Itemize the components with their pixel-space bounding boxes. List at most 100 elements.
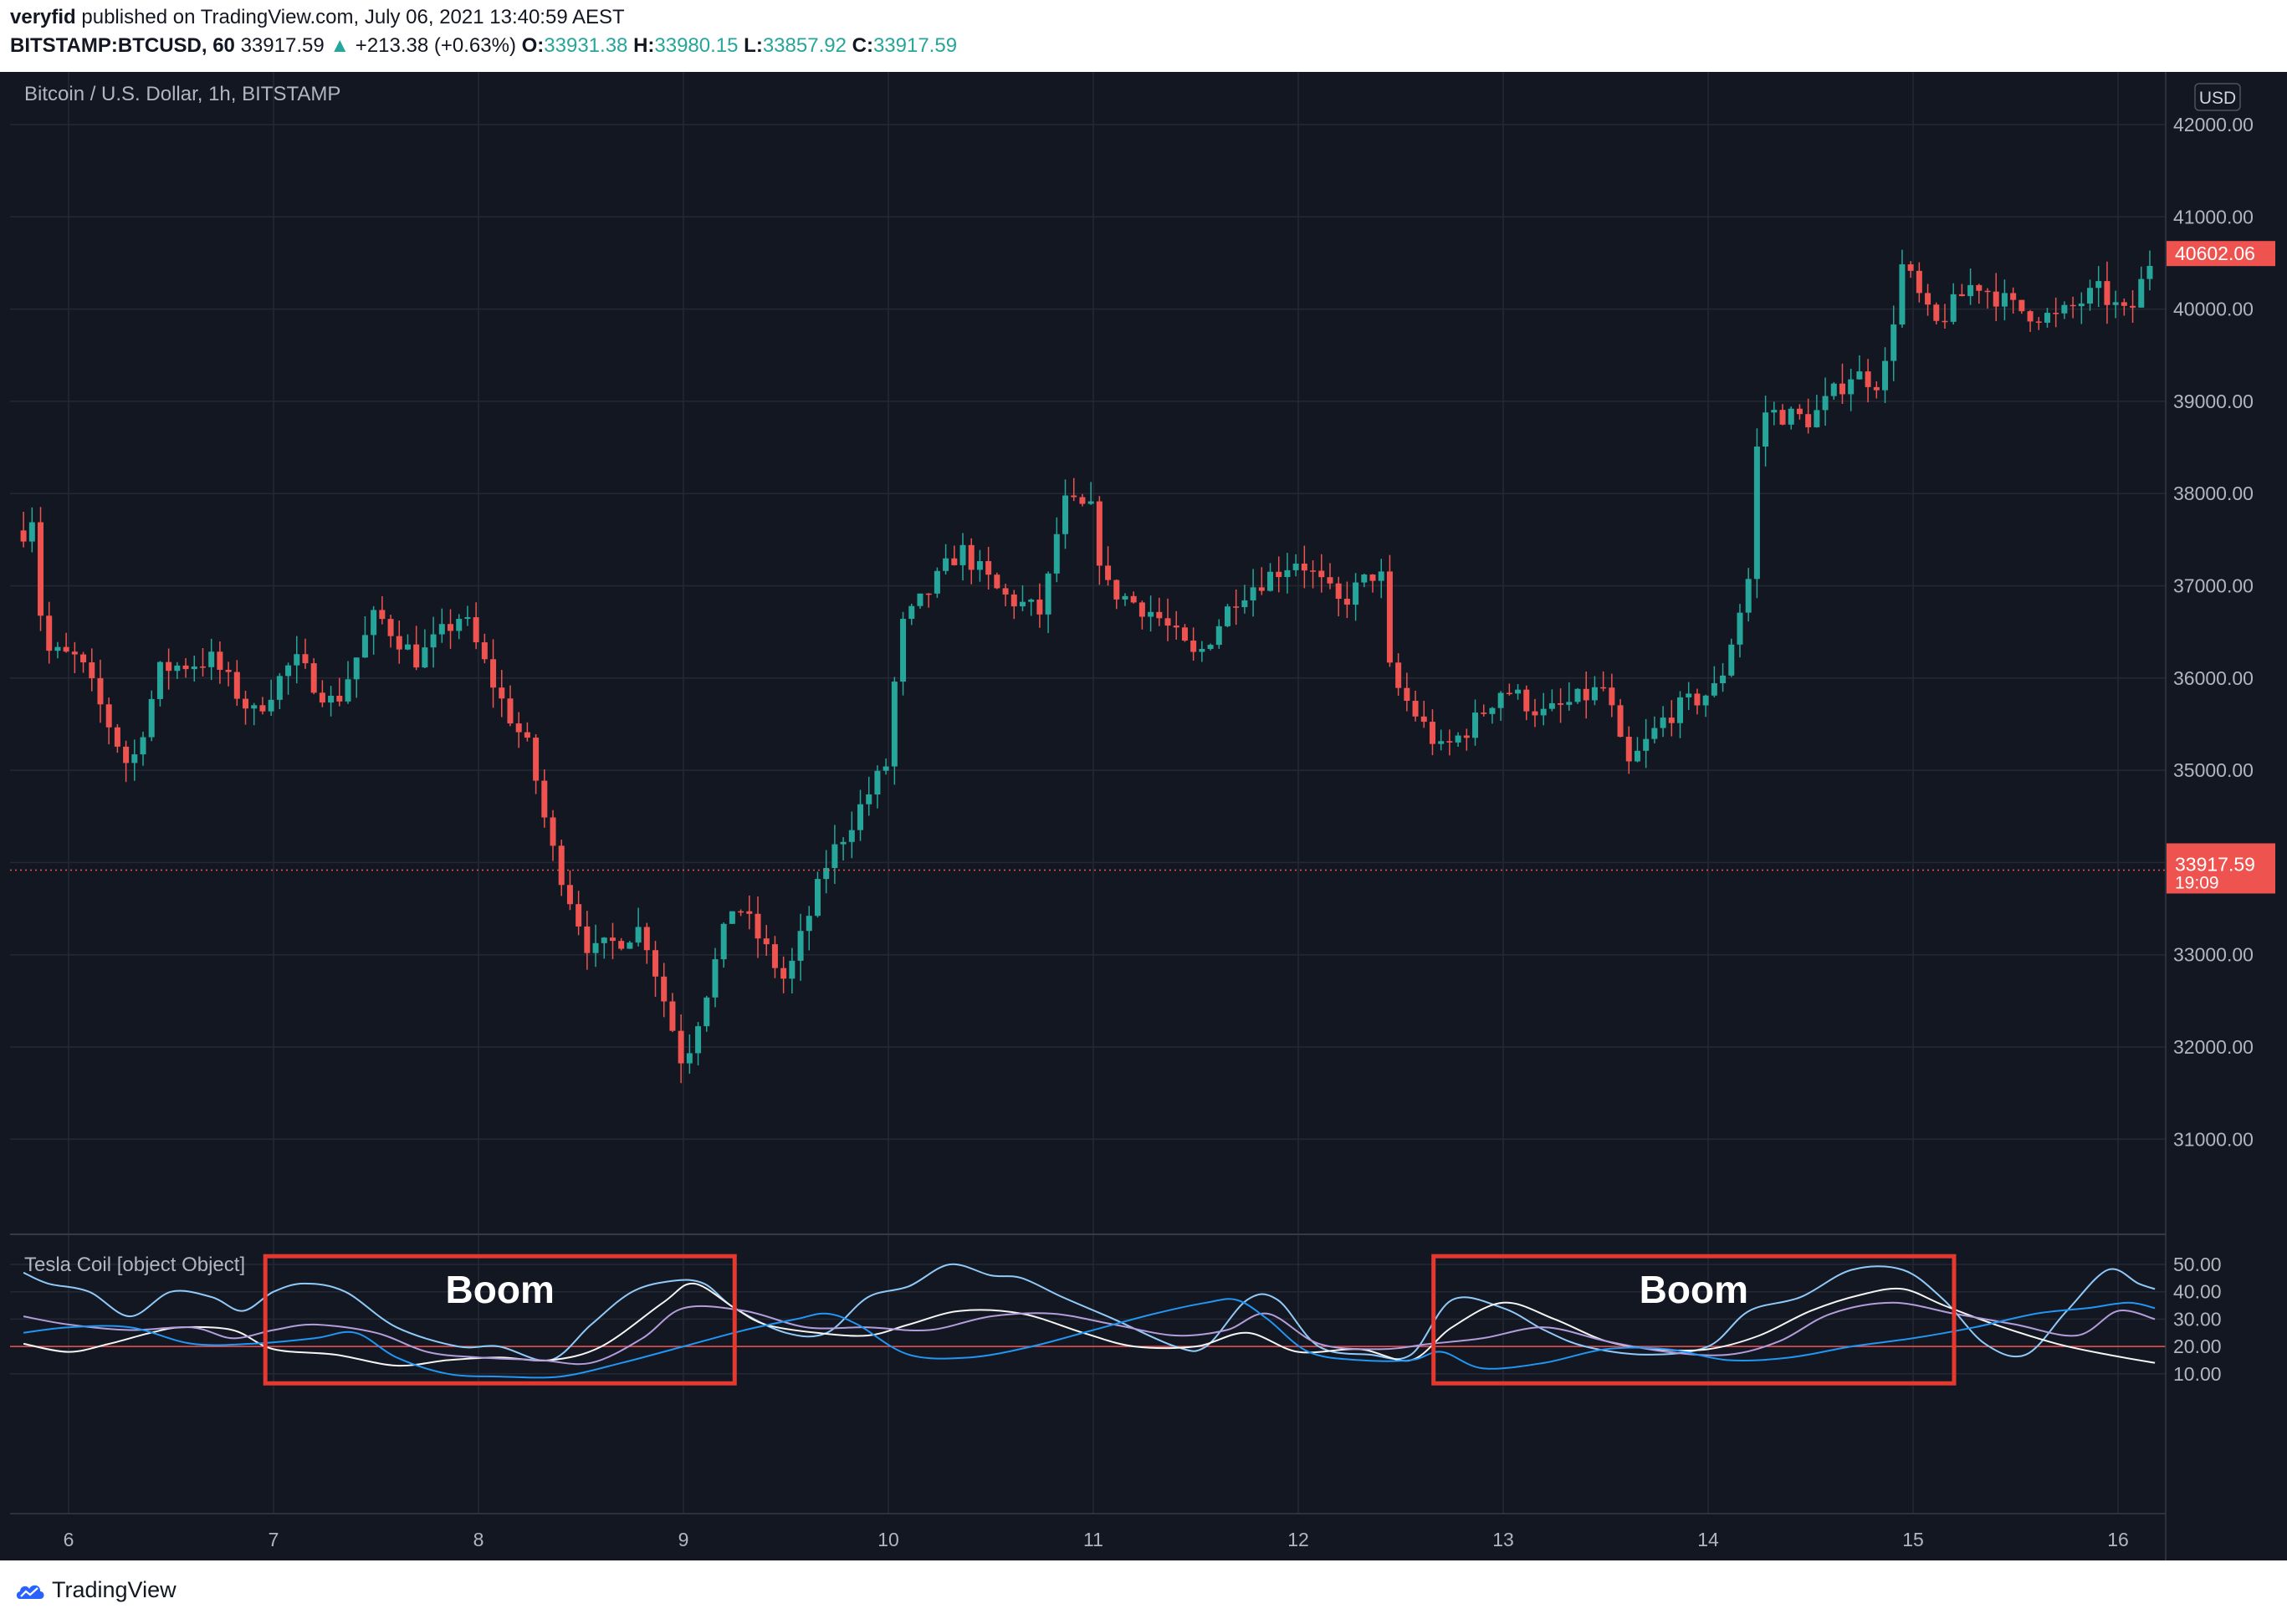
candle-body — [1600, 687, 1607, 689]
boom-annotation-box — [263, 1254, 737, 1386]
x-tick-label: 12 — [1287, 1529, 1309, 1550]
candle-body — [823, 867, 830, 880]
currency-badge[interactable]: USD — [2194, 83, 2241, 111]
cloud-icon — [16, 1585, 44, 1599]
candle-body — [1933, 304, 1940, 321]
oscillator-series-4-line — [23, 1298, 2156, 1379]
candle-body — [438, 624, 445, 635]
candle — [345, 661, 351, 704]
candle — [1574, 687, 1581, 704]
candle — [1335, 576, 1342, 616]
candle — [831, 825, 838, 885]
candle-body — [814, 879, 821, 917]
chart-area[interactable]: Boom Boom Bitcoin / U.S. Dollar, 1h, BITS… — [10, 72, 2277, 1560]
candle — [1258, 567, 1265, 595]
candle-body — [763, 938, 770, 945]
tradingview-logo[interactable]: TradingView — [15, 1577, 177, 1603]
symbol-label: BITSTAMP:BTCUSD, 60 — [10, 34, 235, 57]
candle — [1609, 673, 1615, 718]
candle — [627, 941, 633, 949]
candle — [97, 659, 104, 723]
candle — [1489, 707, 1496, 724]
candle-body — [1958, 294, 1965, 297]
candle — [729, 911, 735, 924]
candle — [1950, 283, 1957, 324]
candle — [1463, 728, 1470, 751]
candle — [1532, 698, 1538, 728]
candle — [609, 922, 616, 959]
candle — [233, 660, 240, 707]
candle — [1113, 579, 1120, 610]
candle — [883, 758, 889, 775]
candle — [1882, 347, 1889, 403]
candle — [2138, 266, 2145, 308]
candle — [1164, 598, 1171, 641]
candle — [891, 677, 898, 785]
candle — [1796, 404, 1803, 420]
chart-canvas[interactable]: Boom Boom Bitcoin / U.S. Dollar, 1h, BITS… — [10, 72, 2277, 1560]
chart-title: Bitcoin / U.S. Dollar, 1h, BITSTAMP — [24, 83, 340, 105]
candle — [387, 615, 394, 648]
candle-body — [712, 959, 719, 998]
candle-body — [156, 661, 163, 699]
candle-body — [1865, 371, 1871, 387]
candle — [1600, 671, 1607, 692]
candle — [1651, 716, 1658, 743]
candle — [618, 937, 625, 951]
candle — [294, 636, 300, 684]
candle — [336, 677, 343, 707]
candle-body — [20, 530, 27, 542]
candle — [1737, 604, 1743, 658]
candle-body — [1916, 270, 1922, 294]
candle-body — [934, 570, 940, 594]
candle-body — [533, 738, 540, 781]
candle — [1028, 598, 1035, 616]
author-name[interactable]: veryfid — [10, 6, 76, 28]
candle — [771, 936, 778, 978]
candle — [430, 616, 437, 668]
x-tick-label: 8 — [473, 1529, 484, 1550]
candle-body — [566, 885, 573, 905]
candle — [635, 907, 642, 947]
candle — [490, 639, 497, 708]
candle-body — [661, 976, 668, 1002]
candle-body — [114, 727, 120, 747]
candle-body — [225, 669, 232, 672]
candle-body — [63, 646, 69, 652]
candle — [174, 661, 181, 680]
candle — [1830, 381, 1837, 400]
candle — [1412, 690, 1419, 722]
candle-body — [2087, 288, 2094, 304]
candle — [1148, 595, 1154, 632]
candle — [1958, 283, 1965, 297]
candle-body — [1053, 534, 1060, 574]
candle — [2121, 298, 2127, 316]
candle-body — [1276, 571, 1282, 578]
candle — [1429, 709, 1435, 756]
candle-body — [174, 665, 181, 672]
candle — [114, 724, 120, 753]
price-tick-label: 41000.00 — [2173, 206, 2254, 227]
candle — [371, 605, 377, 655]
current-price-tag — [2167, 241, 2275, 267]
candle — [780, 956, 787, 993]
candle-body — [2078, 303, 2085, 307]
candle — [1822, 377, 1829, 426]
candle-body — [448, 624, 454, 631]
candle-body — [1515, 689, 1522, 694]
candle-body — [1258, 587, 1265, 591]
candle-body — [1788, 408, 1794, 425]
candle — [1010, 590, 1017, 620]
candle — [976, 549, 983, 582]
candle-body — [80, 654, 87, 663]
candle-body — [2095, 281, 2102, 289]
candle — [823, 850, 830, 894]
candle-body — [627, 942, 633, 949]
candle-body — [1489, 707, 1496, 714]
candle — [225, 661, 232, 687]
candle — [2104, 261, 2110, 324]
candle-body — [217, 651, 223, 670]
candle-body — [755, 913, 761, 939]
candle-body — [276, 676, 283, 700]
candle — [1267, 563, 1274, 592]
